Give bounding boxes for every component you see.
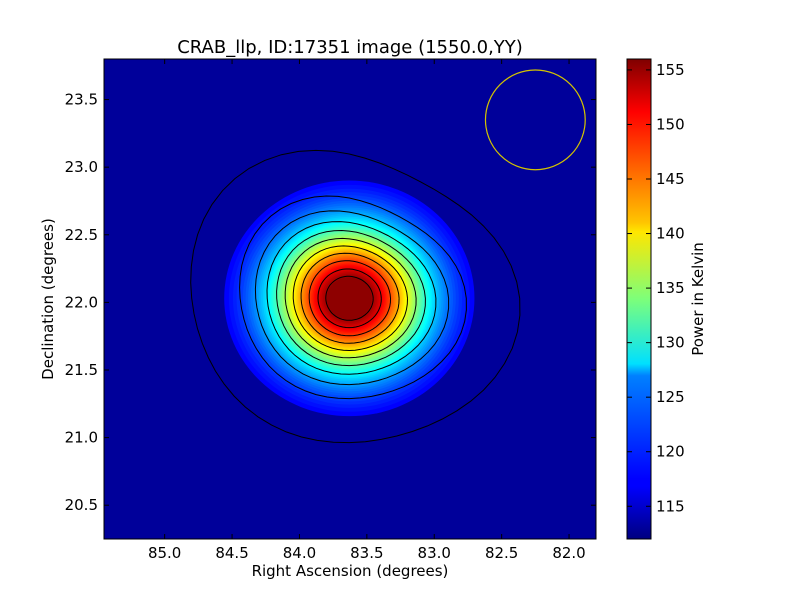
x-tick-label: 82.5 — [485, 544, 518, 562]
colorbar-tick-label: 130 — [656, 334, 685, 352]
y-tick-label: 22.5 — [65, 226, 98, 244]
x-tick-label: 83.0 — [418, 544, 451, 562]
colorbar-tick-label: 135 — [656, 279, 685, 297]
y-tick-label: 20.5 — [65, 496, 98, 514]
x-tick-label: 84.0 — [283, 544, 316, 562]
contour-lines — [190, 149, 521, 444]
x-axis-ticks: 85.0 84.5 84.0 83.5 83.0 82.5 82.0 — [148, 59, 586, 562]
contour-148 — [308, 260, 391, 337]
contour-120 — [239, 195, 467, 400]
x-tick-label: 83.5 — [350, 544, 383, 562]
contour-140 — [292, 245, 408, 352]
heatmap-image — [224, 180, 475, 417]
colorbar-label: Power in Kelvin — [689, 242, 707, 356]
x-tick-label: 85.0 — [148, 544, 181, 562]
colorbar-tick-label: 125 — [656, 388, 685, 406]
colorbar-tick-label: 155 — [656, 61, 685, 79]
y-tick-label: 23.5 — [65, 91, 98, 109]
colorbar — [626, 58, 652, 540]
y-tick-label: 22.0 — [65, 293, 98, 311]
contour-132 — [276, 229, 426, 367]
contour-124 — [254, 210, 450, 386]
colorbar-tick-label: 140 — [656, 225, 685, 243]
y-axis-ticks: 20.5 21.0 21.5 22.0 22.5 23.0 23.5 — [65, 91, 596, 514]
chart-title: CRAB_llp, ID:17351 image (1550.0,YY) — [177, 37, 523, 58]
heat-level-59 — [326, 277, 372, 320]
contour-152 — [317, 268, 382, 329]
y-tick-label: 21.0 — [65, 429, 98, 447]
x-tick-label: 82.0 — [552, 544, 585, 562]
x-axis-label: Right Ascension (degrees) — [252, 562, 449, 580]
contour-115 — [190, 149, 521, 444]
colorbar-ticks: 115 120 125 130 135 140 145 150 155 — [627, 61, 685, 515]
y-tick-label: 21.5 — [65, 361, 98, 379]
y-axis-label: Declination (degrees) — [39, 218, 57, 380]
colorbar-tick-label: 145 — [656, 170, 685, 188]
contour-144 — [300, 252, 400, 344]
colorbar-tick-label: 115 — [656, 497, 685, 515]
plot-frame — [103, 58, 597, 540]
contour-136 — [284, 237, 417, 359]
colorbar-tick-label: 120 — [656, 443, 685, 461]
plot-area — [104, 59, 596, 539]
beam-circle — [484, 69, 586, 171]
contour-128 — [266, 221, 437, 375]
colorbar-tick-label: 150 — [656, 115, 685, 133]
contour-155 — [325, 275, 374, 321]
x-tick-label: 84.5 — [215, 544, 248, 562]
y-tick-label: 23.0 — [65, 158, 98, 176]
